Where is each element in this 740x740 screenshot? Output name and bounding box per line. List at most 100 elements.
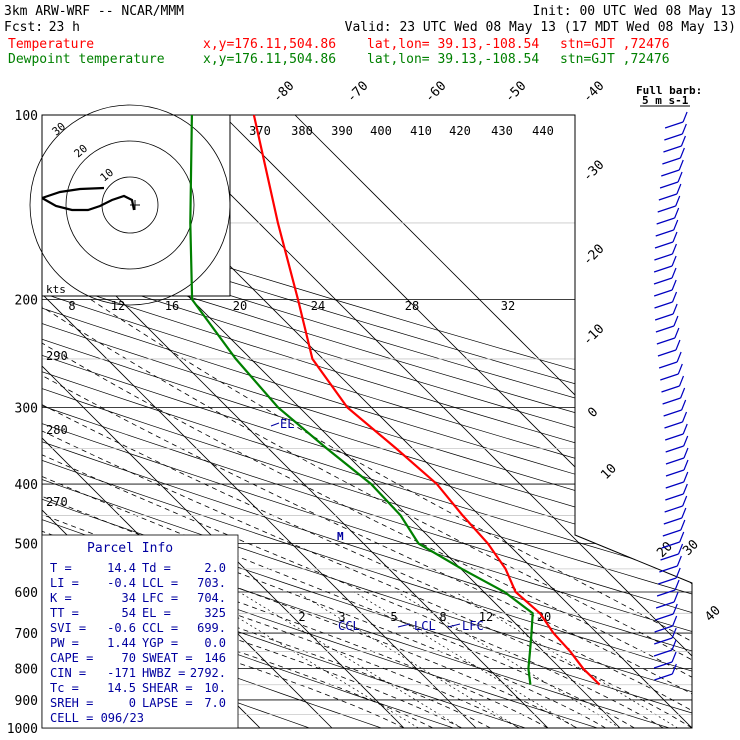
el-marker: [270, 422, 280, 427]
mixing-ratio-line: [354, 591, 577, 728]
parcel-key: Td =: [142, 561, 171, 575]
isotherm-right-labels: -30 -20 -10 0 10 20 30 40: [580, 158, 724, 625]
parcel-value: 54: [122, 606, 136, 620]
isotherm-line: [42, 115, 477, 728]
mixing-ratio-line: [296, 591, 520, 728]
moist-adiabat: [42, 299, 462, 728]
el-annotation: EL: [280, 417, 294, 431]
wind-barb: [665, 459, 689, 477]
level-annotations: EL CCL LCL LFC M: [270, 417, 484, 633]
wind-barb: [655, 591, 679, 609]
wind-barb: [654, 627, 677, 645]
wind-barbs: [653, 111, 689, 681]
pressure-label: 200: [15, 294, 38, 309]
hodograph-ring-20: [65, 140, 195, 270]
theta-label: 280: [46, 423, 68, 437]
wind-barb: [655, 603, 678, 621]
parcel-key: CAPE =: [50, 651, 93, 665]
parcel-value: 703.: [197, 576, 226, 590]
legend-dewpoint-stn: stn=GJT ,72476: [560, 52, 670, 67]
legend-temperature-name: Temperature: [8, 37, 94, 52]
pressure-label: 800: [15, 663, 38, 678]
u-axis-label: 16: [165, 299, 179, 313]
lfc-annotation: LFC: [462, 619, 484, 633]
pressure-axis-labels: 100 200 300 400 500 600 700 800 900 1000: [7, 109, 38, 737]
parcel-key: CIN =: [50, 666, 86, 680]
wind-barb: [654, 243, 677, 261]
isotherm-label: -40: [580, 79, 607, 106]
parcel-key: LFC =: [142, 591, 178, 605]
parcel-key: SWEAT =: [142, 651, 193, 665]
legend-dewpoint-latlon: lat,lon= 39.13,-108.54: [367, 52, 539, 67]
wind-barb: [662, 147, 685, 165]
isotherm-label: 10: [598, 461, 620, 483]
hodograph-ring-30: [29, 104, 231, 306]
isotherm-line: [150, 115, 692, 728]
hodograph-speed-unit: kts: [46, 283, 66, 296]
parcel-key: Tc =: [50, 681, 79, 695]
wind-barb: [658, 351, 682, 369]
wind-barb: [655, 219, 679, 237]
isotherm-label: -30: [580, 158, 607, 185]
parcel-value: 34: [122, 591, 136, 605]
hodograph: 30 20 10: [29, 104, 231, 306]
parcel-key: SVI =: [50, 621, 86, 635]
mixing-ratio-line: [239, 591, 462, 728]
lcl-annotation: LCL: [414, 619, 436, 633]
wind-barb: [660, 543, 684, 561]
pressure-label: 900: [15, 694, 38, 709]
mixing-ratio-line: [455, 591, 678, 728]
full-barb-label: Full barb:: [636, 84, 702, 97]
wind-barb: [661, 375, 685, 393]
isotherm-label: 30: [680, 537, 702, 559]
parcel-key: T =: [50, 561, 72, 575]
wind-barb: [657, 339, 681, 357]
parcel-value: 14.4: [107, 561, 136, 575]
legend-dewpoint-xy: x,y=176.11,504.86: [203, 52, 336, 67]
parcel-key: EL =: [142, 606, 171, 620]
u-axis-label: 8: [68, 299, 75, 313]
parcel-value: -171: [107, 666, 136, 680]
lcl-marker: [397, 623, 411, 628]
isotherm-label: -60: [422, 79, 449, 106]
parcel-value: 325: [204, 606, 226, 620]
mixing-ratio-label: 8: [439, 610, 446, 624]
isotherm-label: -10: [580, 322, 607, 349]
wind-barb: [665, 483, 688, 501]
wind-barb: [654, 615, 678, 633]
u-axis-label: 24: [311, 299, 325, 313]
parcel-value: 0: [129, 696, 136, 710]
isotherm-label: 20: [654, 539, 676, 561]
wind-barb: [665, 471, 689, 489]
theta-e-label: 430: [491, 124, 513, 138]
isotherm-label: -70: [344, 79, 371, 106]
parcel-value: 146: [204, 651, 226, 665]
wind-barb: [662, 387, 686, 405]
parcel-key: PW =: [50, 636, 79, 650]
wind-barb: [664, 111, 688, 129]
parcel-info-background: [41, 534, 239, 729]
parcel-info-title: Parcel Info: [87, 541, 173, 556]
isotherm-label: -80: [270, 79, 297, 106]
isotherm-label: 40: [702, 603, 724, 625]
theta-label: 290: [46, 349, 68, 363]
wind-barb: [656, 579, 680, 597]
wind-barb: [663, 507, 687, 525]
isotherm-line: [222, 115, 692, 728]
mixing-ratio-line: [397, 591, 621, 728]
dewpoint-line: [189, 114, 534, 685]
theta-e-label: 420: [449, 124, 471, 138]
parcel-value: 14.5: [107, 681, 136, 695]
parcel-key: SREH =: [50, 696, 93, 710]
parcel-key: K =: [50, 591, 72, 605]
wind-barb: [654, 291, 678, 309]
wind-barb: [654, 303, 678, 321]
parcel-value: 0.0: [204, 636, 226, 650]
pressure-label: 600: [15, 586, 38, 601]
wind-barb: [664, 411, 688, 429]
isotherm-line: [42, 115, 549, 728]
pressure-label: 1000: [7, 722, 38, 737]
wind-barb: [656, 327, 680, 345]
pressure-label: 400: [15, 478, 38, 493]
